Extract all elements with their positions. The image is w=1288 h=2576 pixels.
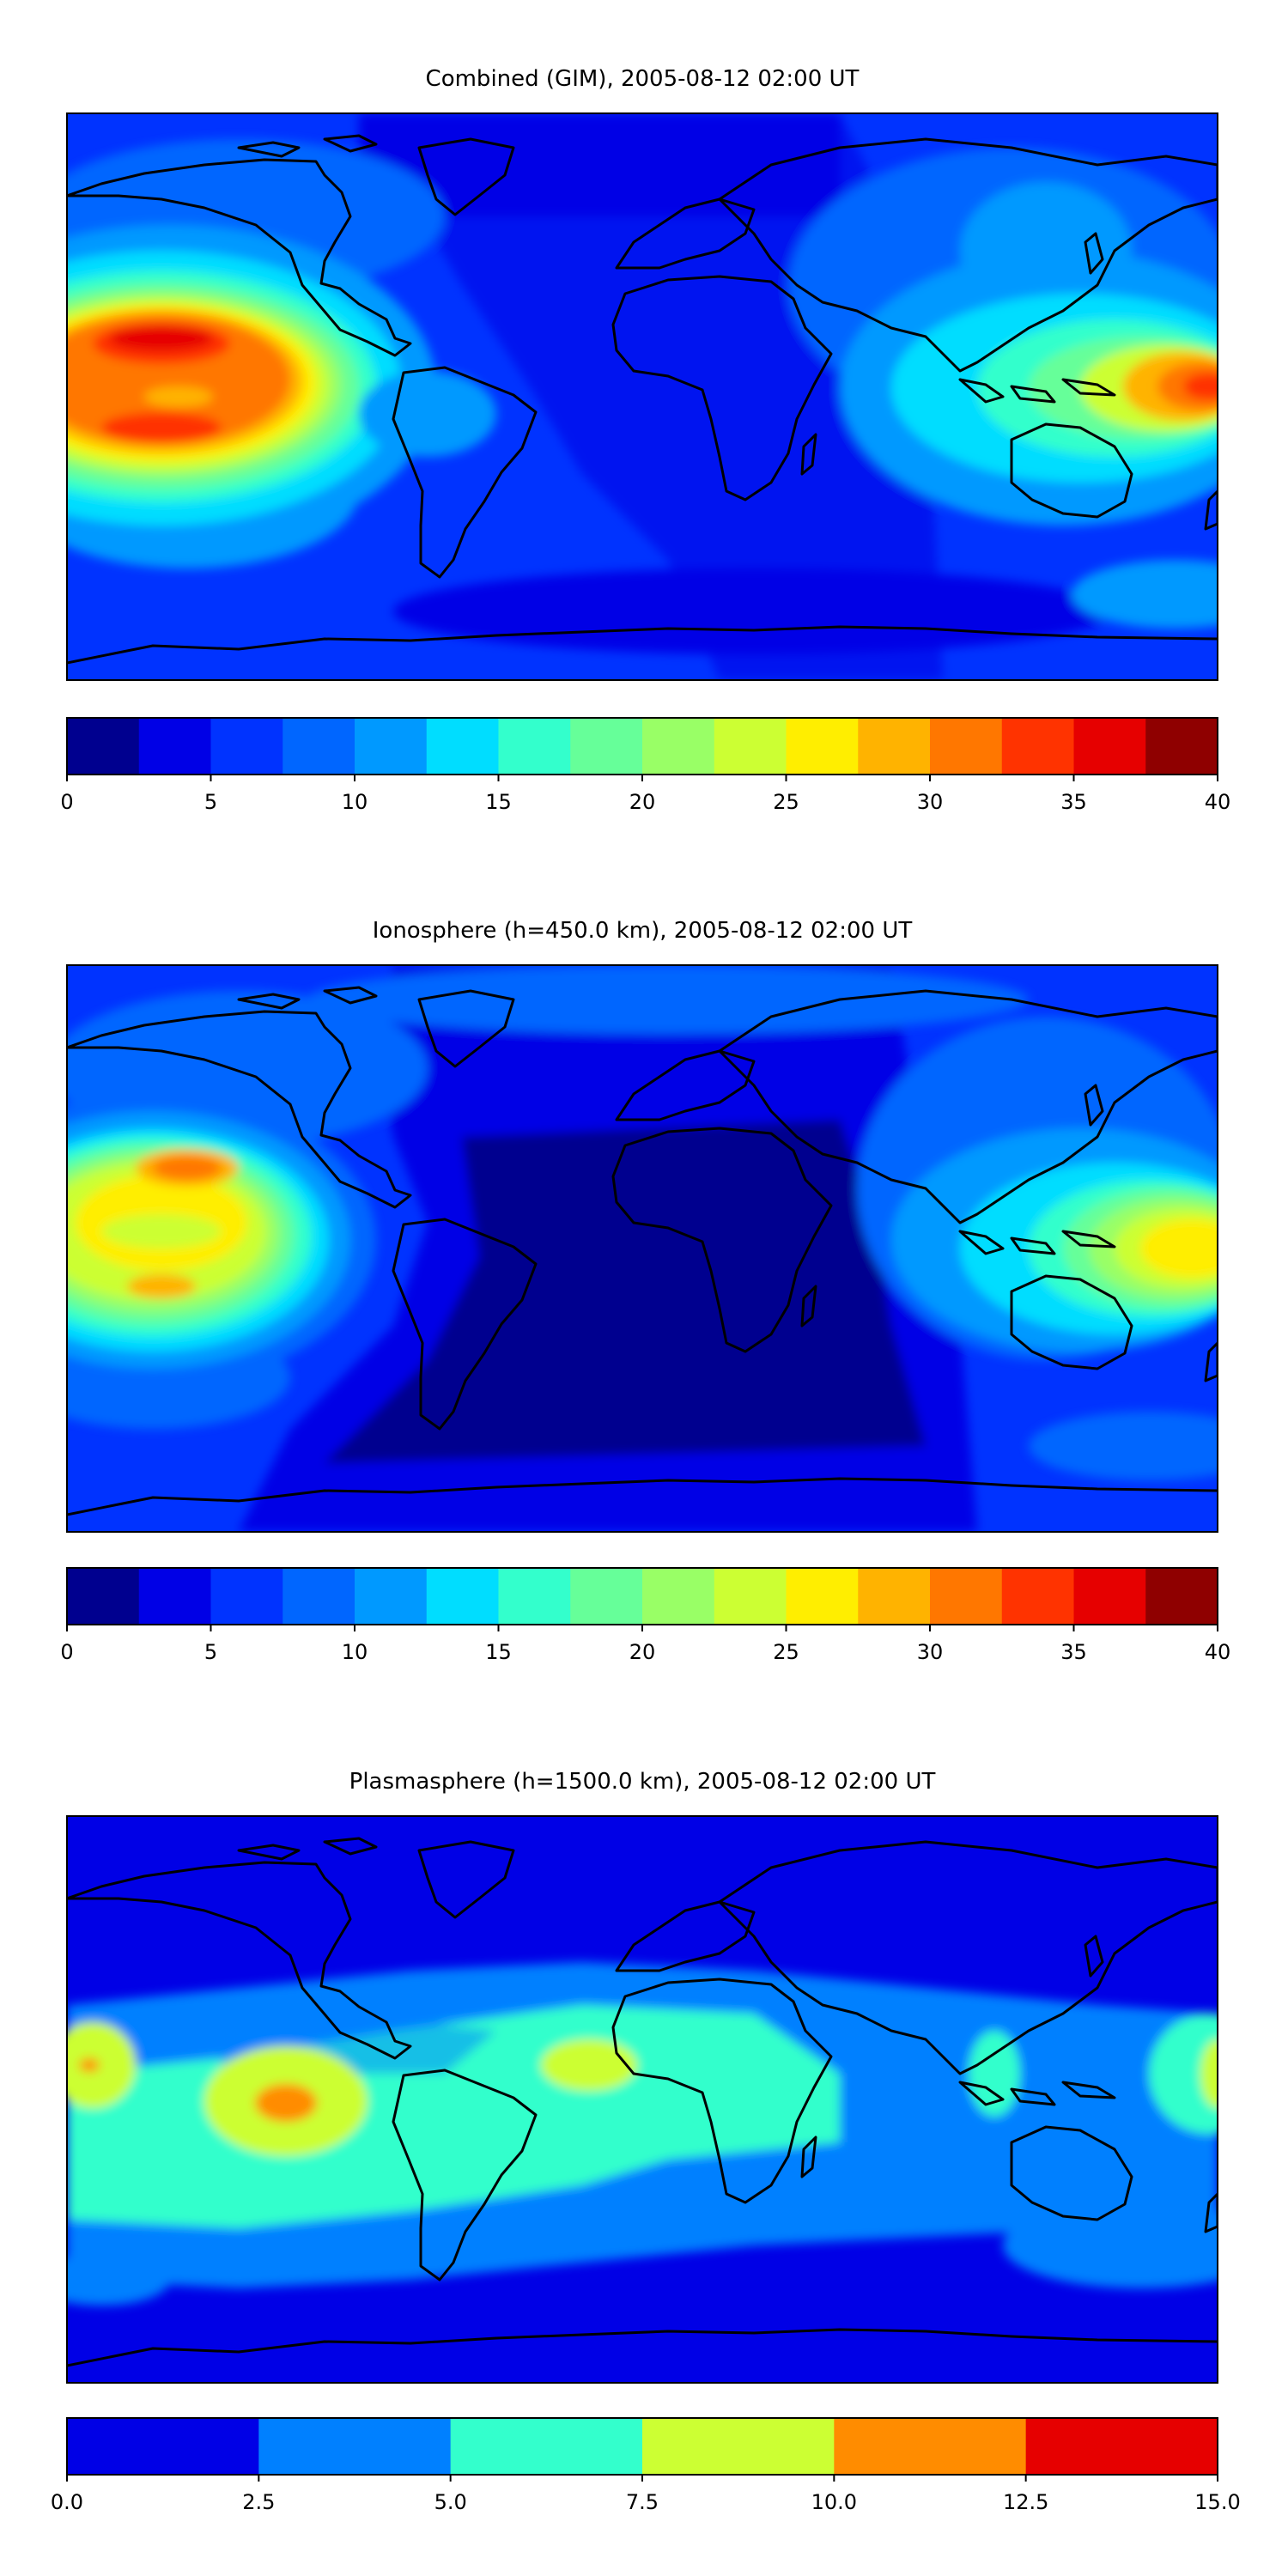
colorbar-segment xyxy=(67,1568,140,1625)
panel-combined: Combined (GIM), 2005-08-12 02:00 UT xyxy=(60,66,1231,814)
colorbar-tick-label: 40 xyxy=(1205,790,1231,814)
colorbar-segment xyxy=(786,1568,859,1625)
colorbar-segment xyxy=(642,718,715,775)
colorbar-tick-label: 0 xyxy=(60,790,73,814)
colorbar: 0 5 10 15 20 25 30 35 40 xyxy=(60,1567,1231,1664)
colorbar-segment xyxy=(1073,718,1146,775)
colorbar-segment xyxy=(498,718,571,775)
map-field xyxy=(67,965,1218,1532)
colorbar-segment xyxy=(570,1568,643,1625)
colorbar-segment xyxy=(1073,1568,1146,1625)
colorbar-tick-label: 10 xyxy=(342,790,368,814)
colorbar-segment xyxy=(858,718,931,775)
colorbar-tick-label: 12.5 xyxy=(1003,2490,1048,2514)
map-field xyxy=(67,1816,1218,2383)
colorbar-segment xyxy=(210,718,283,775)
colorbar-tick-label: 25 xyxy=(773,1640,799,1664)
colorbar-tick-label: 30 xyxy=(917,790,944,814)
colorbar-tick-label: 10.0 xyxy=(811,2490,857,2514)
colorbar-segment xyxy=(138,718,211,775)
colorbar-tick-label: 20 xyxy=(629,1640,656,1664)
colorbar-segment xyxy=(642,1568,715,1625)
colorbar-segment xyxy=(1025,2418,1218,2475)
colorbar-tick-label: 5 xyxy=(204,790,217,814)
colorbar-tick-label: 20 xyxy=(629,790,656,814)
colorbar: 0 5 10 15 20 25 30 35 40 xyxy=(60,717,1231,814)
chart-title: Combined (GIM), 2005-08-12 02:00 UT xyxy=(426,66,860,92)
colorbar-segment xyxy=(498,1568,571,1625)
colorbar-segment xyxy=(642,2418,835,2475)
colorbar-tick-label: 0.0 xyxy=(51,2490,83,2514)
map-field xyxy=(67,113,1218,680)
colorbar-tick-label: 7.5 xyxy=(626,2490,659,2514)
colorbar-segment xyxy=(67,718,140,775)
colorbar-segment xyxy=(834,2418,1027,2475)
panel-plasmasphere: Plasmasphere (h=1500.0 km), 2005-08-12 0… xyxy=(51,1769,1241,2514)
colorbar-tick-label: 15 xyxy=(485,1640,512,1664)
colorbar-segment xyxy=(138,1568,211,1625)
colorbar-tick-label: 35 xyxy=(1060,790,1087,814)
colorbar-segment xyxy=(1001,718,1074,775)
colorbar-segment xyxy=(930,1568,1003,1625)
chart-title: Ionosphere (h=450.0 km), 2005-08-12 02:0… xyxy=(373,918,913,944)
colorbar-tick-label: 40 xyxy=(1205,1640,1231,1664)
colorbar-segment xyxy=(1145,1568,1218,1625)
colorbar-tick-label: 2.5 xyxy=(242,2490,275,2514)
colorbar-tick-label: 25 xyxy=(773,790,799,814)
colorbar-tick-label: 5 xyxy=(204,1640,217,1664)
colorbar-segment xyxy=(570,718,643,775)
colorbar-segment xyxy=(1145,718,1218,775)
colorbar-tick-label: 15.0 xyxy=(1194,2490,1240,2514)
colorbar-tick-label: 35 xyxy=(1060,1640,1087,1664)
colorbar-segment xyxy=(1001,1568,1074,1625)
colorbar-segment xyxy=(355,1568,428,1625)
colorbar-segment xyxy=(355,718,428,775)
panel-ionosphere: Ionosphere (h=450.0 km), 2005-08-12 02:0… xyxy=(60,918,1231,1664)
colorbar-segment xyxy=(714,718,787,775)
colorbar-segment xyxy=(283,1568,355,1625)
colorbar: 0.0 2.5 5.0 7.5 10.0 12.5 15.0 xyxy=(51,2417,1241,2514)
chart-title: Plasmasphere (h=1500.0 km), 2005-08-12 0… xyxy=(349,1769,936,1795)
colorbar-segment xyxy=(450,2418,643,2475)
colorbar-tick-label: 15 xyxy=(485,790,512,814)
colorbar-segment xyxy=(258,2418,452,2475)
colorbar-segment xyxy=(786,718,859,775)
colorbar-segment xyxy=(714,1568,787,1625)
colorbar-segment xyxy=(426,718,499,775)
colorbar-segment xyxy=(283,718,355,775)
colorbar-tick-label: 5.0 xyxy=(434,2490,467,2514)
colorbar-segment xyxy=(930,718,1003,775)
colorbar-segment xyxy=(67,2418,259,2475)
colorbar-segment xyxy=(210,1568,283,1625)
colorbar-tick-label: 10 xyxy=(342,1640,368,1664)
colorbar-segment xyxy=(858,1568,931,1625)
colorbar-segment xyxy=(426,1568,499,1625)
colorbar-tick-label: 30 xyxy=(917,1640,944,1664)
colorbar-tick-label: 0 xyxy=(60,1640,73,1664)
